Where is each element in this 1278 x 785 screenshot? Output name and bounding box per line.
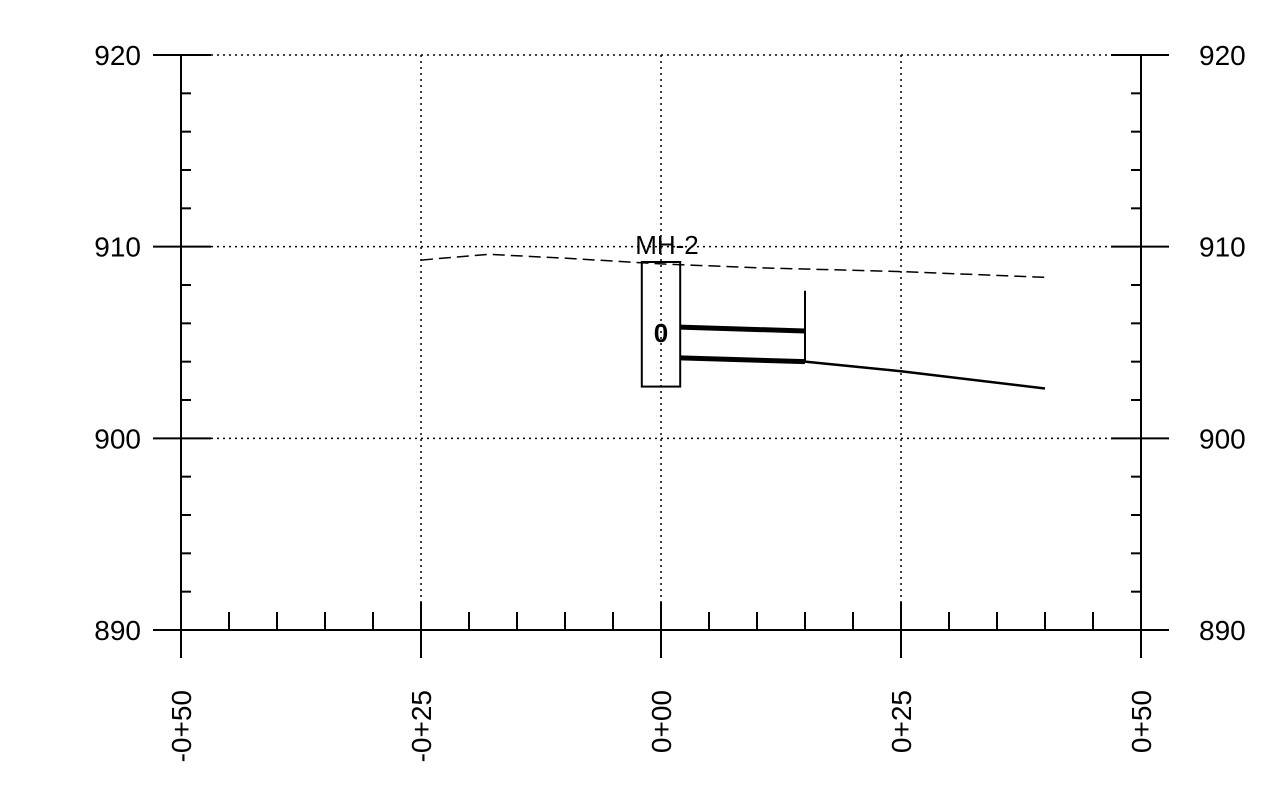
y-tick-label-left: 890 [94, 615, 141, 646]
y-tick-labels-left: 890 900 910 920 [94, 40, 141, 646]
structure-label: MH-2 [635, 230, 699, 260]
y-tick-label-right: 900 [1199, 423, 1246, 454]
y-tick-label-right: 910 [1199, 232, 1246, 263]
x-tick-labels: -0+50 -0+25 0+00 0+25 0+50 [166, 690, 1157, 762]
structure-mh-2: 0 MH-2 [635, 230, 806, 388]
structures: 0 MH-2 [635, 230, 806, 388]
y-tick-label-right: 920 [1199, 40, 1246, 71]
axis-ticks [153, 54, 1169, 658]
y-tick-label-left: 900 [94, 423, 141, 454]
y-tick-label-right: 890 [1199, 615, 1246, 646]
x-tick-label: -0+25 [406, 690, 437, 762]
x-tick-label: -0+50 [166, 690, 197, 762]
profile-series [420, 253, 1046, 390]
pipe-invert-line [804, 360, 1046, 390]
y-tick-labels-right: 890 900 910 920 [1199, 40, 1246, 646]
grid-lines [181, 54, 1141, 630]
x-tick-label: 0+00 [646, 690, 677, 753]
ground-surface-line [420, 253, 1046, 279]
x-tick-label: 0+25 [886, 690, 917, 753]
y-tick-label-left: 910 [94, 232, 141, 263]
pipe-bottom-wall [680, 355, 806, 365]
manhole-body [640, 261, 682, 388]
x-tick-label: 0+50 [1126, 690, 1157, 753]
pipe-top-wall [680, 324, 806, 334]
structure-marker: 0 [654, 318, 668, 348]
y-tick-label-left: 920 [94, 40, 141, 71]
